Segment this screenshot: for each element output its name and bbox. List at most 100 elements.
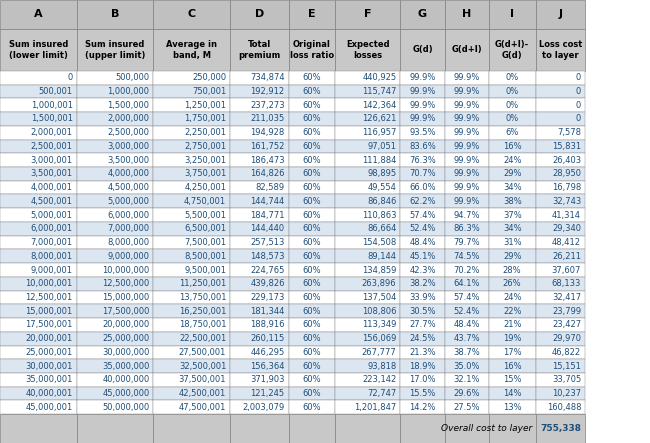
Bar (77, 153, 153, 167)
Text: 9,000,001: 9,000,001 (31, 265, 73, 275)
Text: 99.9%: 99.9% (454, 169, 480, 179)
Bar (153, 263, 230, 277)
Bar (0, 291, 77, 304)
Text: 115,747: 115,747 (362, 87, 396, 96)
Text: 74.5%: 74.5% (454, 252, 480, 261)
Bar (536, 414, 585, 443)
Bar (400, 373, 445, 387)
Bar (536, 112, 585, 126)
Text: 15,000,000: 15,000,000 (102, 293, 150, 302)
Bar (400, 153, 445, 167)
Bar (445, 208, 489, 222)
Text: 60%: 60% (303, 265, 321, 275)
Text: 60%: 60% (303, 375, 321, 385)
Bar (335, 236, 400, 249)
Bar (489, 0, 536, 29)
Text: 260,115: 260,115 (250, 334, 285, 343)
Text: 3,250,001: 3,250,001 (184, 155, 226, 165)
Text: Expected
losses: Expected losses (346, 40, 390, 60)
Bar (230, 236, 289, 249)
Text: 0: 0 (576, 114, 581, 124)
Text: 267,777: 267,777 (362, 348, 396, 357)
Bar (445, 387, 489, 400)
Text: G: G (418, 9, 427, 19)
Text: G(d+l): G(d+l) (451, 45, 482, 54)
Bar (77, 208, 153, 222)
Bar (489, 71, 536, 85)
Bar (489, 98, 536, 112)
Bar (289, 304, 335, 318)
Text: 20,000,000: 20,000,000 (102, 320, 150, 330)
Bar (335, 263, 400, 277)
Text: 89,144: 89,144 (367, 252, 396, 261)
Text: 110,863: 110,863 (362, 210, 396, 220)
Text: 57.4%: 57.4% (454, 293, 480, 302)
Text: 156,069: 156,069 (362, 334, 396, 343)
Text: 60%: 60% (303, 210, 321, 220)
Text: 33.9%: 33.9% (410, 293, 436, 302)
Bar (77, 0, 153, 29)
Text: 48.4%: 48.4% (454, 320, 480, 330)
Text: 60%: 60% (303, 348, 321, 357)
Text: 154,508: 154,508 (362, 238, 396, 247)
Bar (289, 318, 335, 332)
Bar (230, 414, 289, 443)
Bar (445, 318, 489, 332)
Bar (335, 400, 400, 414)
Bar (153, 291, 230, 304)
Bar (536, 98, 585, 112)
Text: 8,000,001: 8,000,001 (31, 252, 73, 261)
Text: 40,000,001: 40,000,001 (25, 389, 73, 398)
Text: 60%: 60% (303, 155, 321, 165)
Text: 86,664: 86,664 (367, 224, 396, 233)
Text: 17%: 17% (503, 348, 521, 357)
Text: 9,500,001: 9,500,001 (184, 265, 226, 275)
Bar (289, 332, 335, 346)
Text: 144,744: 144,744 (250, 197, 285, 206)
Bar (489, 359, 536, 373)
Bar (536, 71, 585, 85)
Bar (445, 332, 489, 346)
Bar (445, 29, 489, 71)
Bar (445, 414, 489, 443)
Bar (230, 373, 289, 387)
Bar (77, 414, 153, 443)
Text: 16,250,001: 16,250,001 (179, 307, 226, 316)
Bar (0, 167, 77, 181)
Text: 257,513: 257,513 (250, 238, 285, 247)
Text: 70.2%: 70.2% (454, 265, 480, 275)
Text: 5,000,000: 5,000,000 (107, 197, 150, 206)
Bar (153, 359, 230, 373)
Bar (489, 140, 536, 153)
Text: 116,957: 116,957 (362, 128, 396, 137)
Text: 46,822: 46,822 (552, 348, 581, 357)
Bar (335, 304, 400, 318)
Bar (489, 387, 536, 400)
Text: 440,925: 440,925 (362, 73, 396, 82)
Text: 3,500,001: 3,500,001 (31, 169, 73, 179)
Text: 5,000,001: 5,000,001 (31, 210, 73, 220)
Text: 0: 0 (576, 87, 581, 96)
Text: 108,806: 108,806 (362, 307, 396, 316)
Text: 27,500,001: 27,500,001 (179, 348, 226, 357)
Text: 32,500,001: 32,500,001 (179, 361, 226, 371)
Bar (289, 181, 335, 194)
Bar (230, 208, 289, 222)
Bar (400, 29, 445, 71)
Text: 11,250,001: 11,250,001 (179, 279, 226, 288)
Bar (0, 153, 77, 167)
Text: 52.4%: 52.4% (410, 224, 436, 233)
Text: 161,752: 161,752 (250, 142, 285, 151)
Text: 60%: 60% (303, 128, 321, 137)
Text: 45.1%: 45.1% (410, 252, 436, 261)
Bar (153, 222, 230, 236)
Text: 2,750,001: 2,750,001 (184, 142, 226, 151)
Text: 6,000,001: 6,000,001 (31, 224, 73, 233)
Bar (400, 98, 445, 112)
Bar (400, 0, 445, 29)
Text: 500,000: 500,000 (116, 73, 150, 82)
Text: 25,000,000: 25,000,000 (102, 334, 150, 343)
Text: 99.9%: 99.9% (410, 101, 436, 110)
Text: 7,000,000: 7,000,000 (107, 224, 150, 233)
Text: 18.9%: 18.9% (410, 361, 436, 371)
